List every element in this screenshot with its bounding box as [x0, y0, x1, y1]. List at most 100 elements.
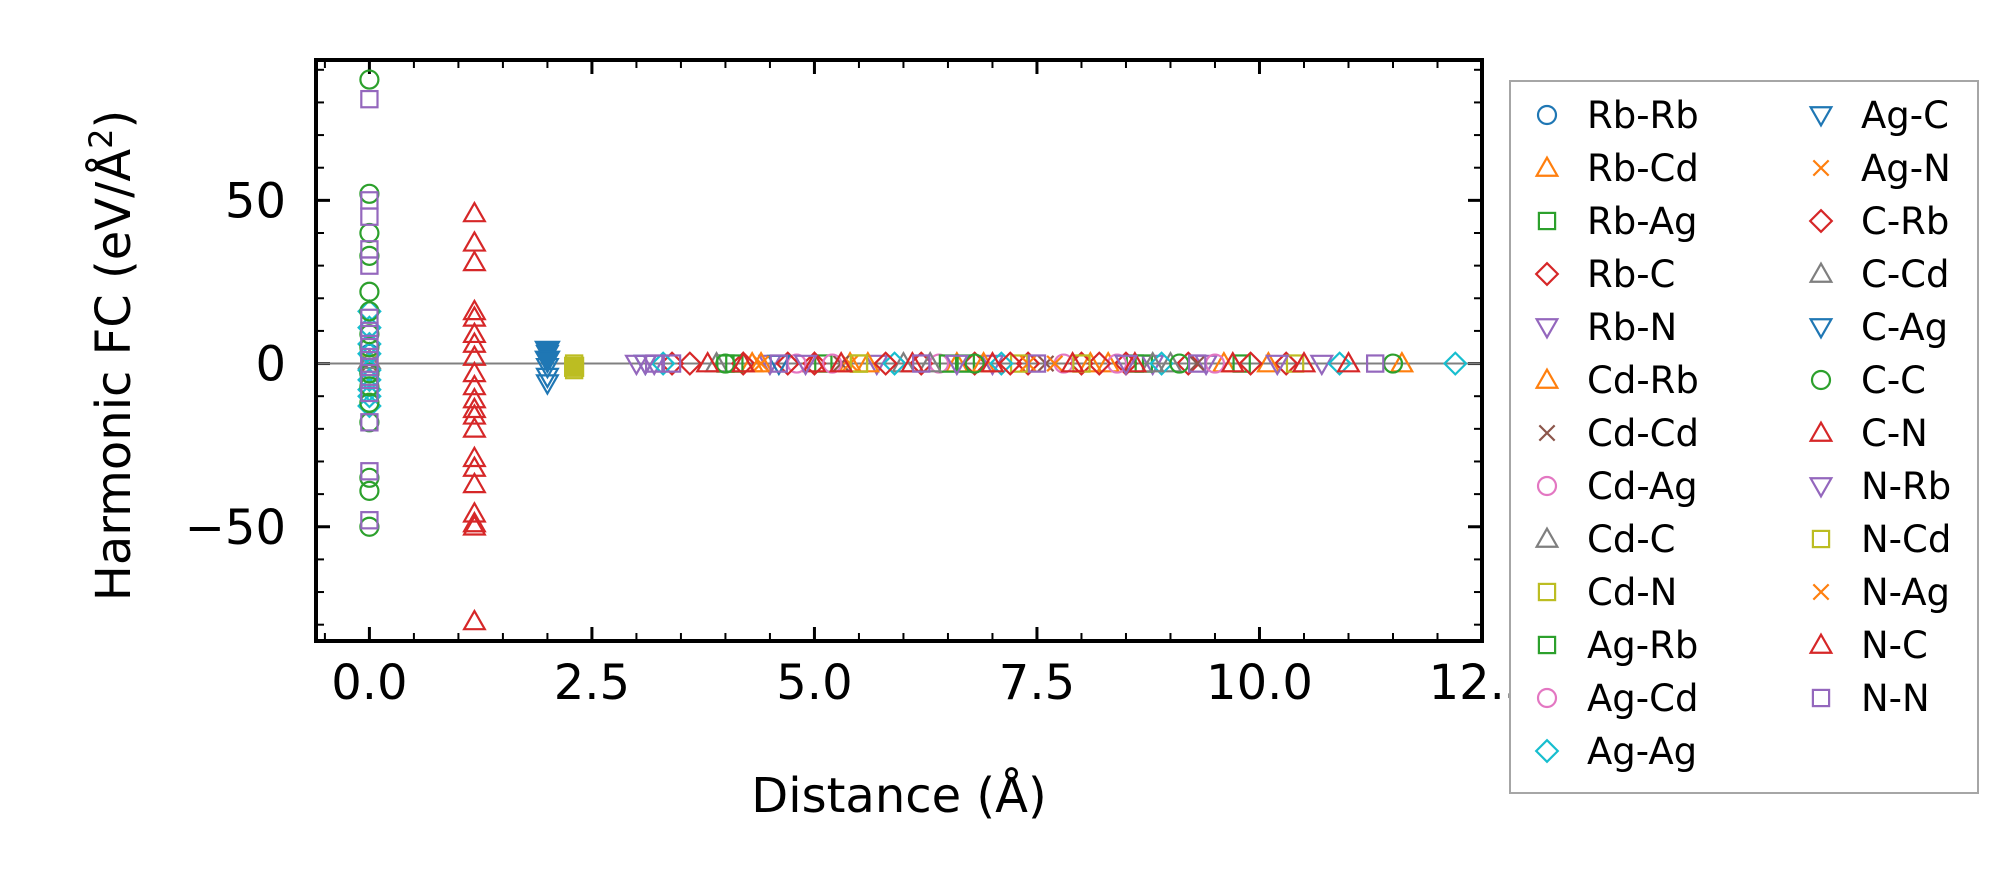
legend-label-rb-c: Rb-C — [1587, 253, 1675, 296]
legend-item-c-c: C-C — [1810, 359, 1926, 402]
x-tick-label: 5.0 — [776, 655, 852, 711]
x-tick-label: 0.0 — [331, 655, 407, 711]
data-point-c-c — [964, 353, 985, 374]
data-point-c-n — [462, 249, 487, 272]
legend-marker-rb-cd — [1534, 155, 1560, 177]
data-point-c-n — [462, 501, 487, 523]
x-tick-label: 7.5 — [999, 655, 1075, 711]
legend-marker-n-c — [1808, 632, 1834, 654]
series-n-n — [360, 89, 1385, 530]
data-point-c-rb — [1238, 351, 1263, 376]
legend-item-n-c: N-C — [1808, 624, 1928, 667]
legend-label-cd-rb: Cd-Rb — [1587, 359, 1699, 402]
legend-marker-ag-rb — [1537, 635, 1557, 655]
data-point-c-n — [1291, 350, 1317, 373]
data-point-rb-n — [980, 354, 1005, 377]
legend-marker-n-ag — [1812, 583, 1830, 601]
data-point-ag-ag — [1327, 351, 1352, 376]
legend-item-n-rb: N-Rb — [1808, 465, 1951, 508]
y-tick-label: 0 — [255, 337, 286, 393]
data-point-c-n — [462, 298, 487, 321]
data-point-n-c — [1220, 350, 1246, 373]
data-point-cd-rb — [1256, 350, 1281, 373]
data-point-c-c — [715, 353, 736, 374]
series-layer — [357, 69, 1468, 631]
data-point-n-n — [360, 413, 379, 432]
data-point-ag-n — [1046, 355, 1064, 372]
legend-label-rb-ag: Rb-Ag — [1587, 200, 1698, 243]
legend-item-rb-c: Rb-C — [1534, 253, 1675, 296]
data-point-c-n — [462, 510, 487, 533]
series-n-c — [730, 350, 1246, 373]
data-point-cd-rb — [748, 350, 774, 373]
x-tick-label: 10.0 — [1206, 655, 1313, 711]
data-point-n-rb — [793, 354, 818, 377]
legend-marker-cd-n — [1537, 582, 1557, 602]
data-point-rb-n — [864, 354, 889, 377]
data-point-rb-n — [1309, 354, 1335, 377]
data-point-ag-ag — [1149, 351, 1174, 376]
legend-label-ag-c: Ag-C — [1861, 94, 1949, 137]
data-point-n-n — [360, 207, 379, 226]
data-point-n-n — [360, 383, 379, 403]
data-point-ag-ag — [1442, 351, 1468, 376]
legend-marker-cd-c — [1534, 526, 1560, 548]
x-tick-label: 2.5 — [554, 655, 630, 711]
legend-item-n-cd: N-Cd — [1811, 518, 1951, 561]
legend-marker-ag-c — [1808, 106, 1834, 128]
data-point-c-rb — [775, 351, 801, 376]
data-point-n-n — [360, 511, 379, 530]
legend-marker-rb-n — [1534, 318, 1560, 340]
y-axis-label: Harmonic FC (eV/Å2) — [82, 110, 142, 602]
legend-item-c-rb: C-Rb — [1808, 200, 1949, 243]
legend-label-ag-cd: Ag-Cd — [1587, 677, 1698, 720]
data-point-c-ag — [535, 367, 560, 390]
data-point-c-n — [1122, 350, 1148, 373]
data-point-n-rb — [1113, 354, 1139, 377]
data-point-rb-c — [802, 351, 827, 376]
data-point-n-n — [360, 308, 379, 328]
data-point-cd-rb — [1095, 350, 1121, 373]
data-point-n-n — [360, 321, 379, 341]
data-point-filled-ag-c — [534, 350, 561, 375]
legend-label-c-c: C-C — [1861, 359, 1926, 402]
data-point-n-rb — [1265, 354, 1290, 377]
data-point-ag-ag — [989, 351, 1014, 376]
data-point-c-n — [462, 331, 487, 353]
data-point-c-rb — [677, 351, 703, 376]
legend-box — [1509, 80, 1979, 794]
data-point-cd-cd — [1188, 355, 1206, 372]
y-tick-label: 50 — [225, 173, 286, 229]
y-axis-label-superscript: 2 — [82, 128, 120, 148]
plot-frame — [314, 58, 1484, 643]
series-n-cd — [564, 354, 1091, 380]
data-point-c-n — [802, 350, 827, 373]
legend-label-c-ag: C-Ag — [1861, 306, 1948, 349]
legend-item-c-n: C-N — [1808, 412, 1928, 455]
legend-marker-rb-ag — [1537, 211, 1557, 231]
legend-marker-c-ag — [1808, 318, 1834, 340]
legend-marker-cd-rb — [1534, 367, 1560, 389]
data-point-filled-n-cd — [564, 356, 585, 377]
legend-label-n-cd: N-Cd — [1861, 518, 1951, 561]
data-point-n-n — [1187, 354, 1207, 373]
legend-item-rb-ag: Rb-Ag — [1537, 200, 1698, 243]
y-axis-label-main: Harmonic FC (eV/Å — [85, 149, 142, 602]
legend-item-n-n: N-N — [1811, 677, 1930, 720]
data-point-c-cd — [1140, 350, 1165, 373]
legend-item-c-cd: C-Cd — [1808, 253, 1950, 296]
data-point-c-n — [462, 373, 487, 396]
data-point-rb-cd — [1389, 350, 1415, 373]
legend-item-rb-cd: Rb-Cd — [1534, 147, 1699, 190]
data-point-n-n — [1365, 354, 1385, 373]
legend-marker-c-c — [1810, 369, 1832, 391]
x-axis-label: Distance (Å) — [751, 767, 1046, 824]
legend-label-cd-n: Cd-N — [1587, 571, 1677, 614]
legend-marker-rb-c — [1534, 261, 1560, 287]
data-point-n-c — [1060, 350, 1085, 373]
data-point-n-n — [360, 462, 379, 481]
legend-item-cd-ag: Cd-Ag — [1536, 465, 1698, 508]
data-point-rb-c — [1015, 351, 1041, 376]
